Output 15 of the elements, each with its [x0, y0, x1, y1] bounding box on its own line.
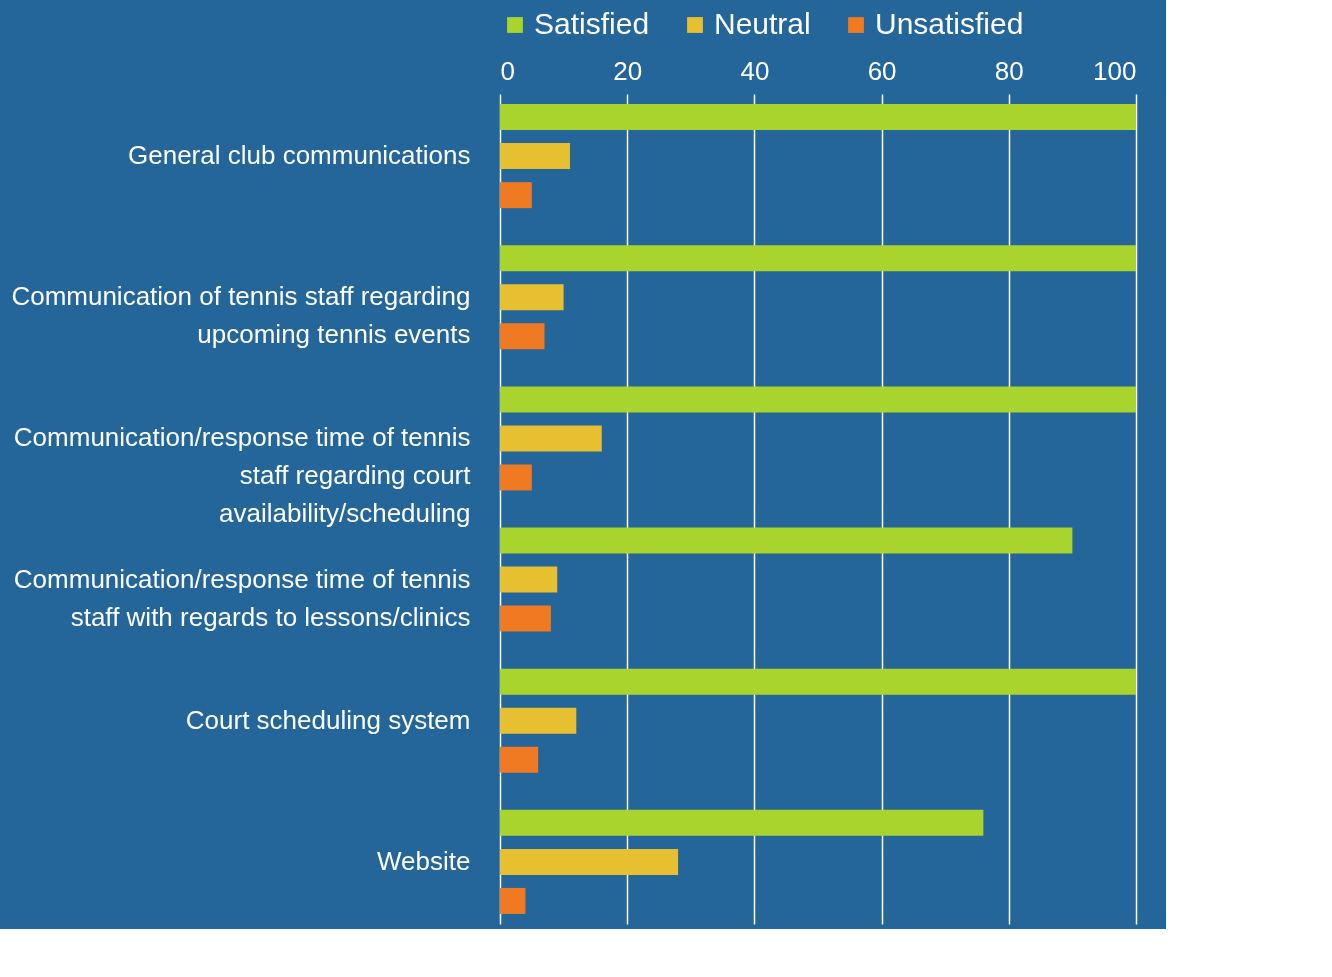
x-tick-label: 80 — [994, 55, 1024, 86]
x-tick-label: 0 — [500, 55, 515, 86]
y-tick-label: Communication/response time of tennis staff with regards to lessons/clinics — [13, 563, 471, 632]
x-tick-label: 60 — [867, 55, 897, 86]
x-tick-label: 40 — [740, 55, 770, 86]
y-tick-label: Communication of tennis staff regarding upcoming tennis events — [11, 281, 471, 350]
legend-label: Unsatisfied — [875, 7, 1024, 40]
y-tick-label: Court scheduling system — [185, 704, 471, 735]
legend-label: Satisfied — [534, 7, 650, 40]
y-tick-label: Communication/response time of tennis staff regarding court availability/scheduling — [13, 422, 472, 529]
x-tick-label: 100 — [1093, 55, 1137, 86]
y-tick-label: General club communications — [128, 140, 471, 171]
y-tick-label: Website — [377, 845, 471, 876]
legend-label: Neutral — [714, 7, 811, 40]
x-tick-label: 20 — [613, 55, 643, 86]
